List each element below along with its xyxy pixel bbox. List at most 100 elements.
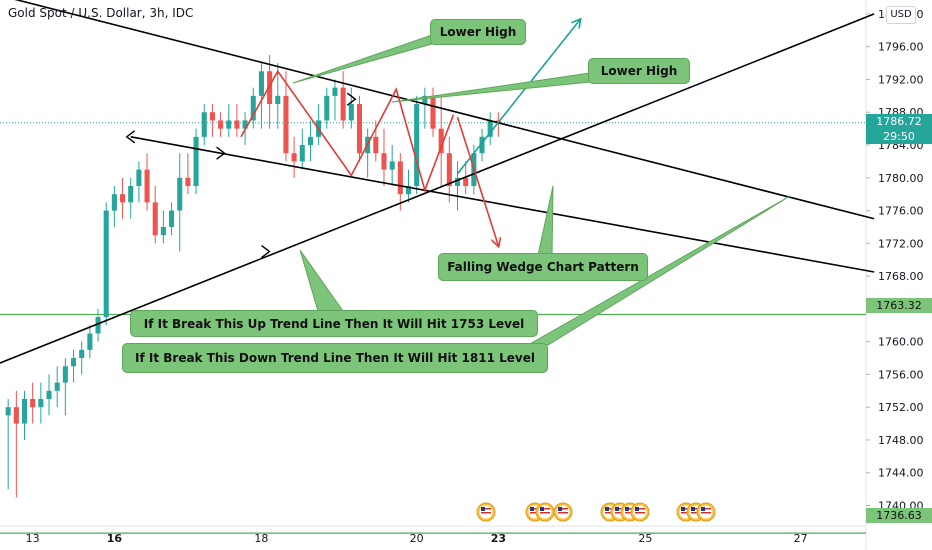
event-flag-stripe [691, 508, 701, 510]
x-tick-label: 25 [638, 532, 652, 545]
event-flag-canton [681, 507, 685, 511]
candle-body [356, 104, 363, 154]
projection-up-arrow [456, 20, 581, 175]
event-flag-canton [691, 507, 695, 511]
bar-countdown-tag: 29:50 [866, 129, 932, 144]
candle-body [79, 349, 85, 359]
candle-body [438, 128, 444, 154]
pointer-lower-high-1 [292, 34, 433, 84]
event-flag-stripe [615, 508, 625, 510]
x-tick-label: 13 [26, 532, 40, 545]
x-tick-label: 20 [410, 532, 424, 545]
y-tick-label: 1780.00 [878, 172, 924, 185]
candle-body [152, 202, 158, 236]
chart-title: Gold Spot / U.S. Dollar, 3h, IDC [8, 6, 194, 20]
candle-body [21, 399, 28, 424]
candle-body [340, 87, 346, 121]
candle-body [144, 169, 150, 203]
candle-body [389, 161, 395, 170]
candle-body [299, 145, 305, 162]
trend-line-rising_trend [0, 13, 875, 364]
candle-body [111, 194, 117, 211]
candle-body [169, 210, 175, 227]
callout-up-trend-break: If It Break This Up Trend Line Then It W… [130, 310, 538, 337]
chevron-wedge-start [125, 130, 136, 144]
candle-body [201, 112, 207, 137]
x-tick-label: 16 [107, 532, 123, 545]
x-tick-label: 27 [794, 532, 808, 545]
candle-body [454, 177, 461, 186]
event-flag-canton [615, 507, 619, 511]
price-axis-area [866, 0, 932, 550]
x-tick-label: 18 [254, 532, 268, 545]
event-flag-stripe [558, 512, 568, 514]
event-flag-canton [540, 507, 544, 511]
y-tick-label: 1796.00 [878, 41, 924, 54]
candle-body [307, 136, 313, 146]
candle-body [46, 390, 52, 400]
event-flag-stripe [615, 512, 625, 514]
event-flag-canton [635, 507, 639, 511]
candle-body [160, 226, 166, 236]
candle-body [487, 120, 493, 137]
event-flag-stripe [681, 512, 691, 514]
event-flag-stripe [540, 512, 550, 514]
candle-body [463, 177, 469, 186]
pointer-up-trend-break [299, 249, 344, 312]
y-tick-label: 1752.00 [878, 401, 924, 414]
trend-line-lower_wedge [130, 136, 875, 273]
candle-body [218, 120, 224, 129]
candle-body [128, 185, 134, 203]
event-flag-canton [701, 507, 705, 511]
event-flag-stripe [701, 512, 711, 514]
x-tick-label: 23 [491, 532, 506, 545]
candle-body [242, 120, 248, 129]
candle-body [177, 177, 183, 211]
chevron-rising-trend [261, 244, 271, 259]
candle-body [267, 71, 273, 105]
candle-body [275, 95, 281, 105]
candle-body [250, 95, 256, 121]
candle-body [373, 136, 379, 154]
candle-body [381, 153, 387, 170]
projection-down-arrow [456, 116, 499, 246]
event-flag-canton [625, 507, 629, 511]
candle-body [5, 407, 11, 416]
event-flag-icon [553, 502, 573, 522]
candle-body [405, 185, 412, 195]
event-flag-stripe [605, 508, 615, 510]
event-flag-stripe [481, 508, 491, 510]
level-tag-lower: 1736.63 [866, 508, 932, 523]
candle-body [283, 95, 289, 154]
trend-line-upper_wedge [14, 0, 875, 220]
event-flag-stripe [635, 508, 645, 510]
callout-falling-wedge: Falling Wedge Chart Pattern [438, 253, 648, 281]
candle-body [422, 95, 428, 105]
y-tick-label: 1744.00 [878, 467, 924, 480]
y-tick-label: 1792.00 [878, 73, 924, 86]
event-flag-stripe [558, 508, 568, 510]
event-flag-stripe [605, 512, 615, 514]
event-flag-canton [605, 507, 609, 511]
currency-selector[interactable]: USD [886, 6, 916, 24]
y-tick-label: 1748.00 [878, 434, 924, 447]
level-tag-upper: 1763.32 [866, 298, 932, 313]
wave-path [240, 69, 455, 193]
event-flag-stripe [530, 512, 540, 514]
event-flag-stripe [481, 512, 491, 514]
candle-body [332, 87, 338, 96]
candle-body [103, 210, 109, 318]
y-tick-label: 1768.00 [878, 270, 924, 283]
event-flag-stripe [530, 508, 540, 510]
candle-body [136, 169, 142, 186]
candle-body [258, 71, 264, 96]
event-flag-stripe [701, 508, 711, 510]
event-flag-icon [696, 502, 716, 522]
chevron-lower-wedge [216, 146, 226, 160]
candle-body [234, 120, 240, 129]
y-tick-label: 1776.00 [878, 205, 924, 218]
candle-body [54, 382, 60, 391]
event-flag-icon [630, 502, 650, 522]
